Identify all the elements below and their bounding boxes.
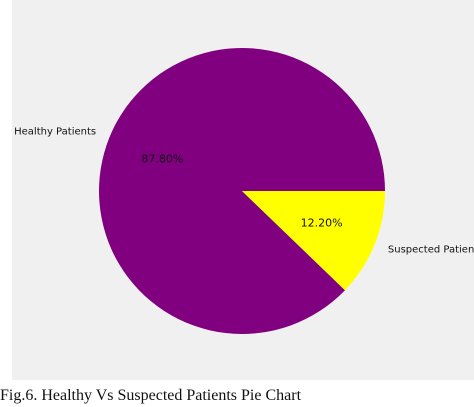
pie-slices <box>99 47 386 334</box>
pie-slice-healthy-patients <box>99 47 386 334</box>
pie-chart: 87.80% Healthy Patients 12.20% Suspected Pa… <box>14 47 474 334</box>
slice-percentage-label: 87.80% <box>141 152 183 165</box>
figure-caption: Fig.6. Healthy Vs Suspected Patients Pie… <box>0 387 302 404</box>
pie-slice-suspected-patients <box>242 191 385 291</box>
slice-category-label: Suspected Patients <box>388 244 474 255</box>
slice-percentage-label: 12.20% <box>301 217 343 230</box>
slice-category-label: Healthy Patients <box>14 127 96 138</box>
pie-labels: 87.80% Healthy Patients 12.20% Suspected Pa… <box>14 127 474 256</box>
